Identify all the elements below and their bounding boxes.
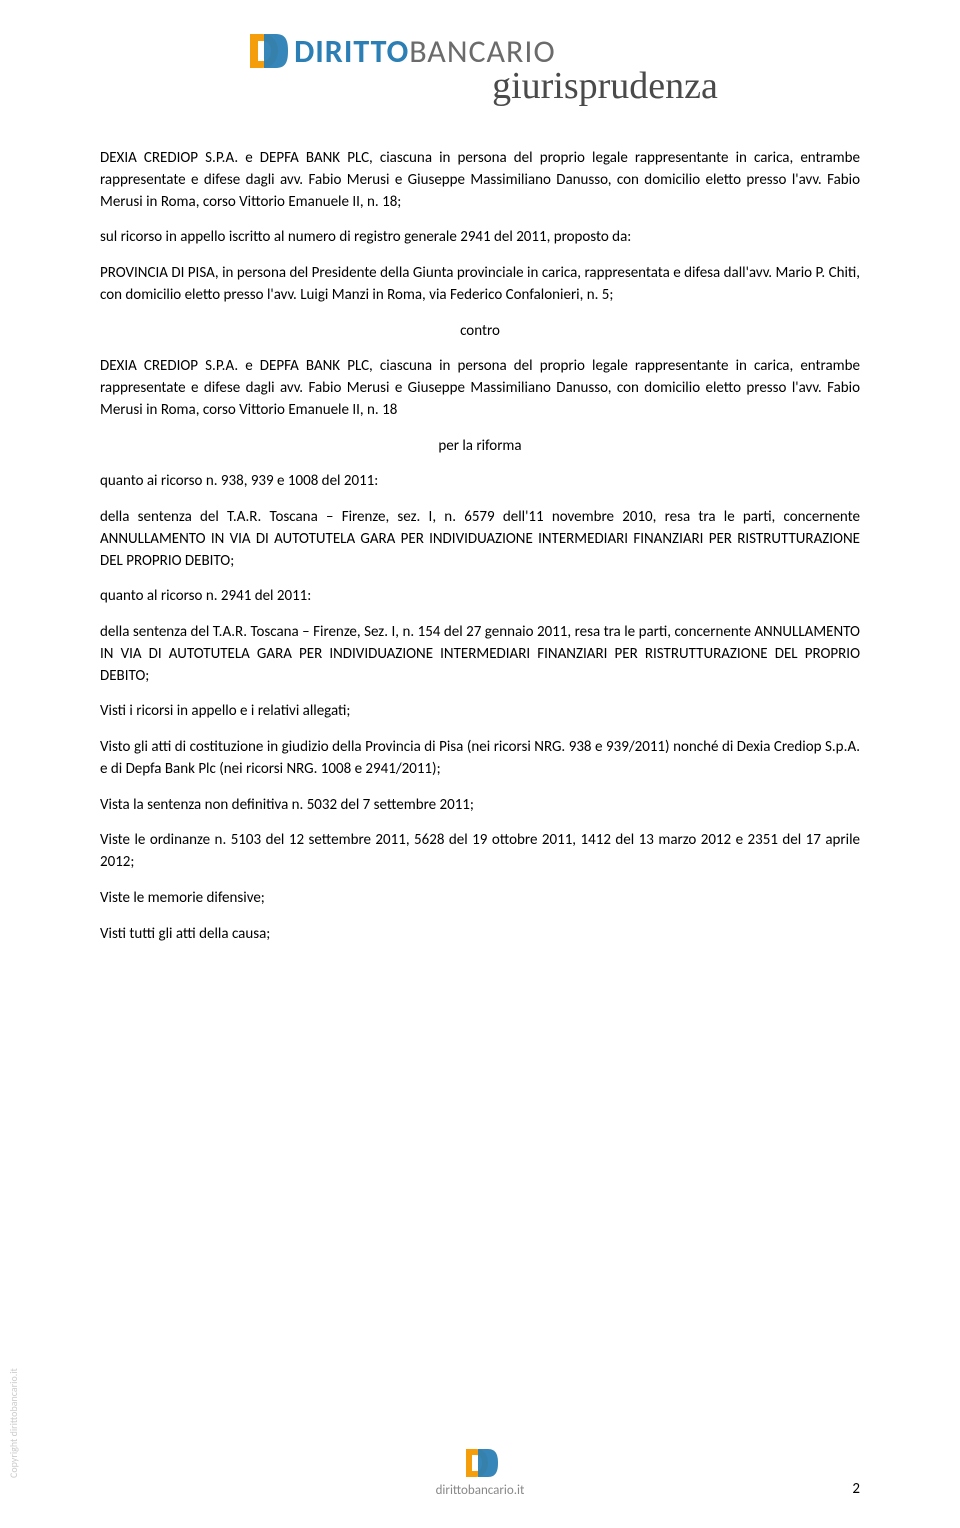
paragraph: della sentenza del T.A.R. Toscana – Fire…	[100, 622, 860, 687]
logo-text-part1: DIRITTO	[294, 32, 409, 71]
page-footer: dirittobancario.it	[0, 1445, 960, 1498]
paragraph: DEXIA CREDIOP S.P.A. e DEPFA BANK PLC, c…	[100, 148, 860, 213]
paragraph: PROVINCIA DI PISA, in persona del Presid…	[100, 263, 860, 307]
paragraph: Visto gli atti di costituzione in giudiz…	[100, 737, 860, 781]
section-label-contro: contro	[100, 321, 860, 343]
logo-subtitle: giurisprudenza	[492, 64, 718, 108]
footer-logo-icon	[462, 1445, 498, 1481]
paragraph: DEXIA CREDIOP S.P.A. e DEPFA BANK PLC, c…	[100, 356, 860, 421]
paragraph: sul ricorso in appello iscritto al numer…	[100, 227, 860, 249]
section-label-riforma: per la riforma	[100, 436, 860, 458]
paragraph: della sentenza del T.A.R. Toscana – Fire…	[100, 507, 860, 572]
paragraph: Vista la sentenza non definitiva n. 5032…	[100, 795, 860, 817]
copyright-label: Copyright dirittobancario.it	[7, 1368, 20, 1478]
paragraph: Visti tutti gli atti della causa;	[100, 924, 860, 946]
paragraph: Visti i ricorsi in appello e i relativi …	[100, 701, 860, 723]
paragraph: quanto ai ricorso n. 938, 939 e 1008 del…	[100, 471, 860, 493]
footer-site-label: dirittobancario.it	[436, 1483, 525, 1498]
paragraph: quanto al ricorso n. 2941 del 2011:	[100, 586, 860, 608]
paragraph: Viste le memorie difensive;	[100, 888, 860, 910]
page-number: 2	[852, 1480, 860, 1498]
logo-mark-icon	[242, 28, 288, 74]
document-body: DEXIA CREDIOP S.P.A. e DEPFA BANK PLC, c…	[0, 118, 960, 945]
paragraph: Viste le ordinanze n. 5103 del 12 settem…	[100, 830, 860, 874]
page-header: DIRITTOBANCARIO giurisprudenza	[0, 0, 960, 118]
logo-container: DIRITTOBANCARIO giurisprudenza	[242, 28, 718, 108]
